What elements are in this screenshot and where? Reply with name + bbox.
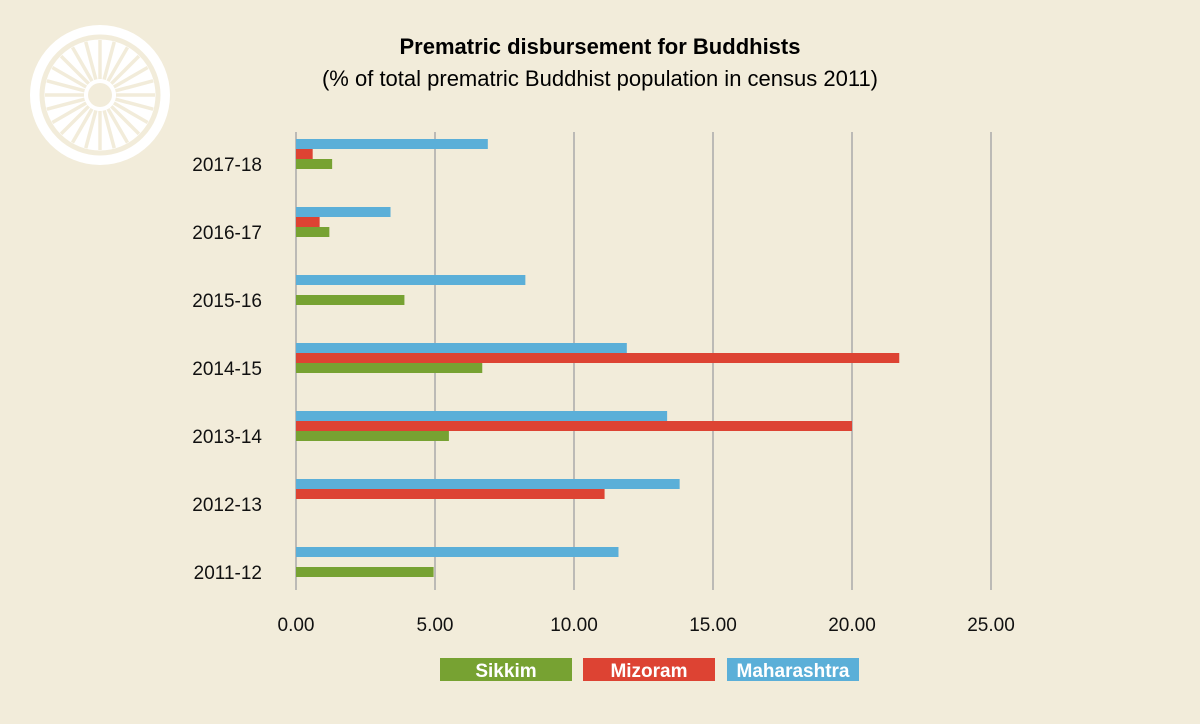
logo-spoke: [51, 101, 88, 125]
logo-spoke: [59, 54, 90, 85]
logo-spoke: [102, 110, 116, 149]
logo-emblem: [30, 25, 170, 165]
x-tick-label: 5.00: [417, 615, 454, 636]
logo-spoke: [110, 105, 141, 136]
bar-mizoram-2017-18: [296, 149, 313, 159]
x-tick-label: 15.00: [689, 615, 737, 636]
category-label: 2016-17: [192, 223, 262, 244]
bar-mizoram-2012-13: [296, 489, 605, 499]
category-label: 2015-16: [192, 291, 262, 312]
logo-hub: [88, 83, 112, 107]
legend-label-maharashtra: Maharashtra: [737, 661, 850, 682]
bar-sikkim-2011-12: [296, 567, 434, 577]
logo-spoke: [70, 107, 94, 144]
bar-sikkim-2014-15: [296, 363, 483, 373]
bar-maharashtra-2015-16: [296, 275, 526, 285]
category-label: 2011-12: [194, 563, 262, 584]
logo-spoke: [106, 46, 130, 83]
bar-maharashtra-2012-13: [296, 479, 680, 489]
bar-maharashtra-2017-18: [296, 139, 488, 149]
chart-title: Prematric disbursement for Buddhists: [400, 34, 801, 59]
legend-label-sikkim: Sikkim: [475, 661, 536, 682]
logo-spoke: [115, 79, 154, 93]
logo-spoke: [112, 65, 149, 89]
bar-maharashtra-2011-12: [296, 547, 619, 557]
logo-spoke: [51, 65, 88, 89]
x-tick-label: 10.00: [550, 615, 598, 636]
bar-sikkim-2013-14: [296, 431, 449, 441]
legend: Sikkim Mizoram Maharashtra: [440, 658, 859, 682]
bar-sikkim-2017-18: [296, 159, 333, 169]
logo-spoke: [102, 41, 116, 80]
legend-swatch-sikkim: [440, 658, 572, 681]
x-tick-label: 20.00: [828, 615, 876, 636]
logo-spoke: [110, 54, 141, 85]
bar-maharashtra-2013-14: [296, 411, 668, 421]
bar-sikkim-2016-17: [296, 227, 330, 237]
category-label: 2014-15: [192, 359, 262, 380]
category-labels: 2017-18 2016-17 2015-16 2014-15 2013-14 2012-…: [192, 155, 262, 584]
logo-spoke: [84, 110, 98, 149]
legend-swatch-maharashtra: [727, 658, 859, 681]
x-tick-label: 0.00: [278, 615, 315, 636]
legend-swatch-mizoram: [583, 658, 715, 681]
logo-spoke: [115, 97, 154, 111]
logo-spoke: [59, 105, 90, 136]
bar-mizoram-2014-15: [296, 353, 900, 363]
bar-maharashtra-2016-17: [296, 207, 391, 217]
bar-mizoram-2013-14: [296, 421, 852, 431]
legend-label-mizoram: Mizoram: [610, 661, 687, 682]
bars: [296, 139, 900, 577]
logo-spoke: [112, 101, 149, 125]
bar-mizoram-2016-17: [296, 217, 320, 227]
logo-spoke: [84, 41, 98, 80]
category-label: 2012-13: [192, 495, 262, 516]
logo-spoke: [70, 46, 94, 83]
bar-sikkim-2015-16: [296, 295, 405, 305]
category-label: 2013-14: [192, 427, 262, 448]
category-label: 2017-18: [192, 155, 262, 176]
x-tick-label: 25.00: [967, 615, 1015, 636]
logo-spoke: [46, 97, 85, 111]
bar-maharashtra-2014-15: [296, 343, 627, 353]
x-tick-labels: 0.00 5.00 10.00 15.00 20.00 25.00: [278, 615, 1015, 636]
logo-spoke: [46, 79, 85, 93]
logo-spoke: [106, 107, 130, 144]
chart-subtitle: (% of total prematric Buddhist populatio…: [322, 66, 878, 91]
logo-ring: [39, 34, 161, 156]
